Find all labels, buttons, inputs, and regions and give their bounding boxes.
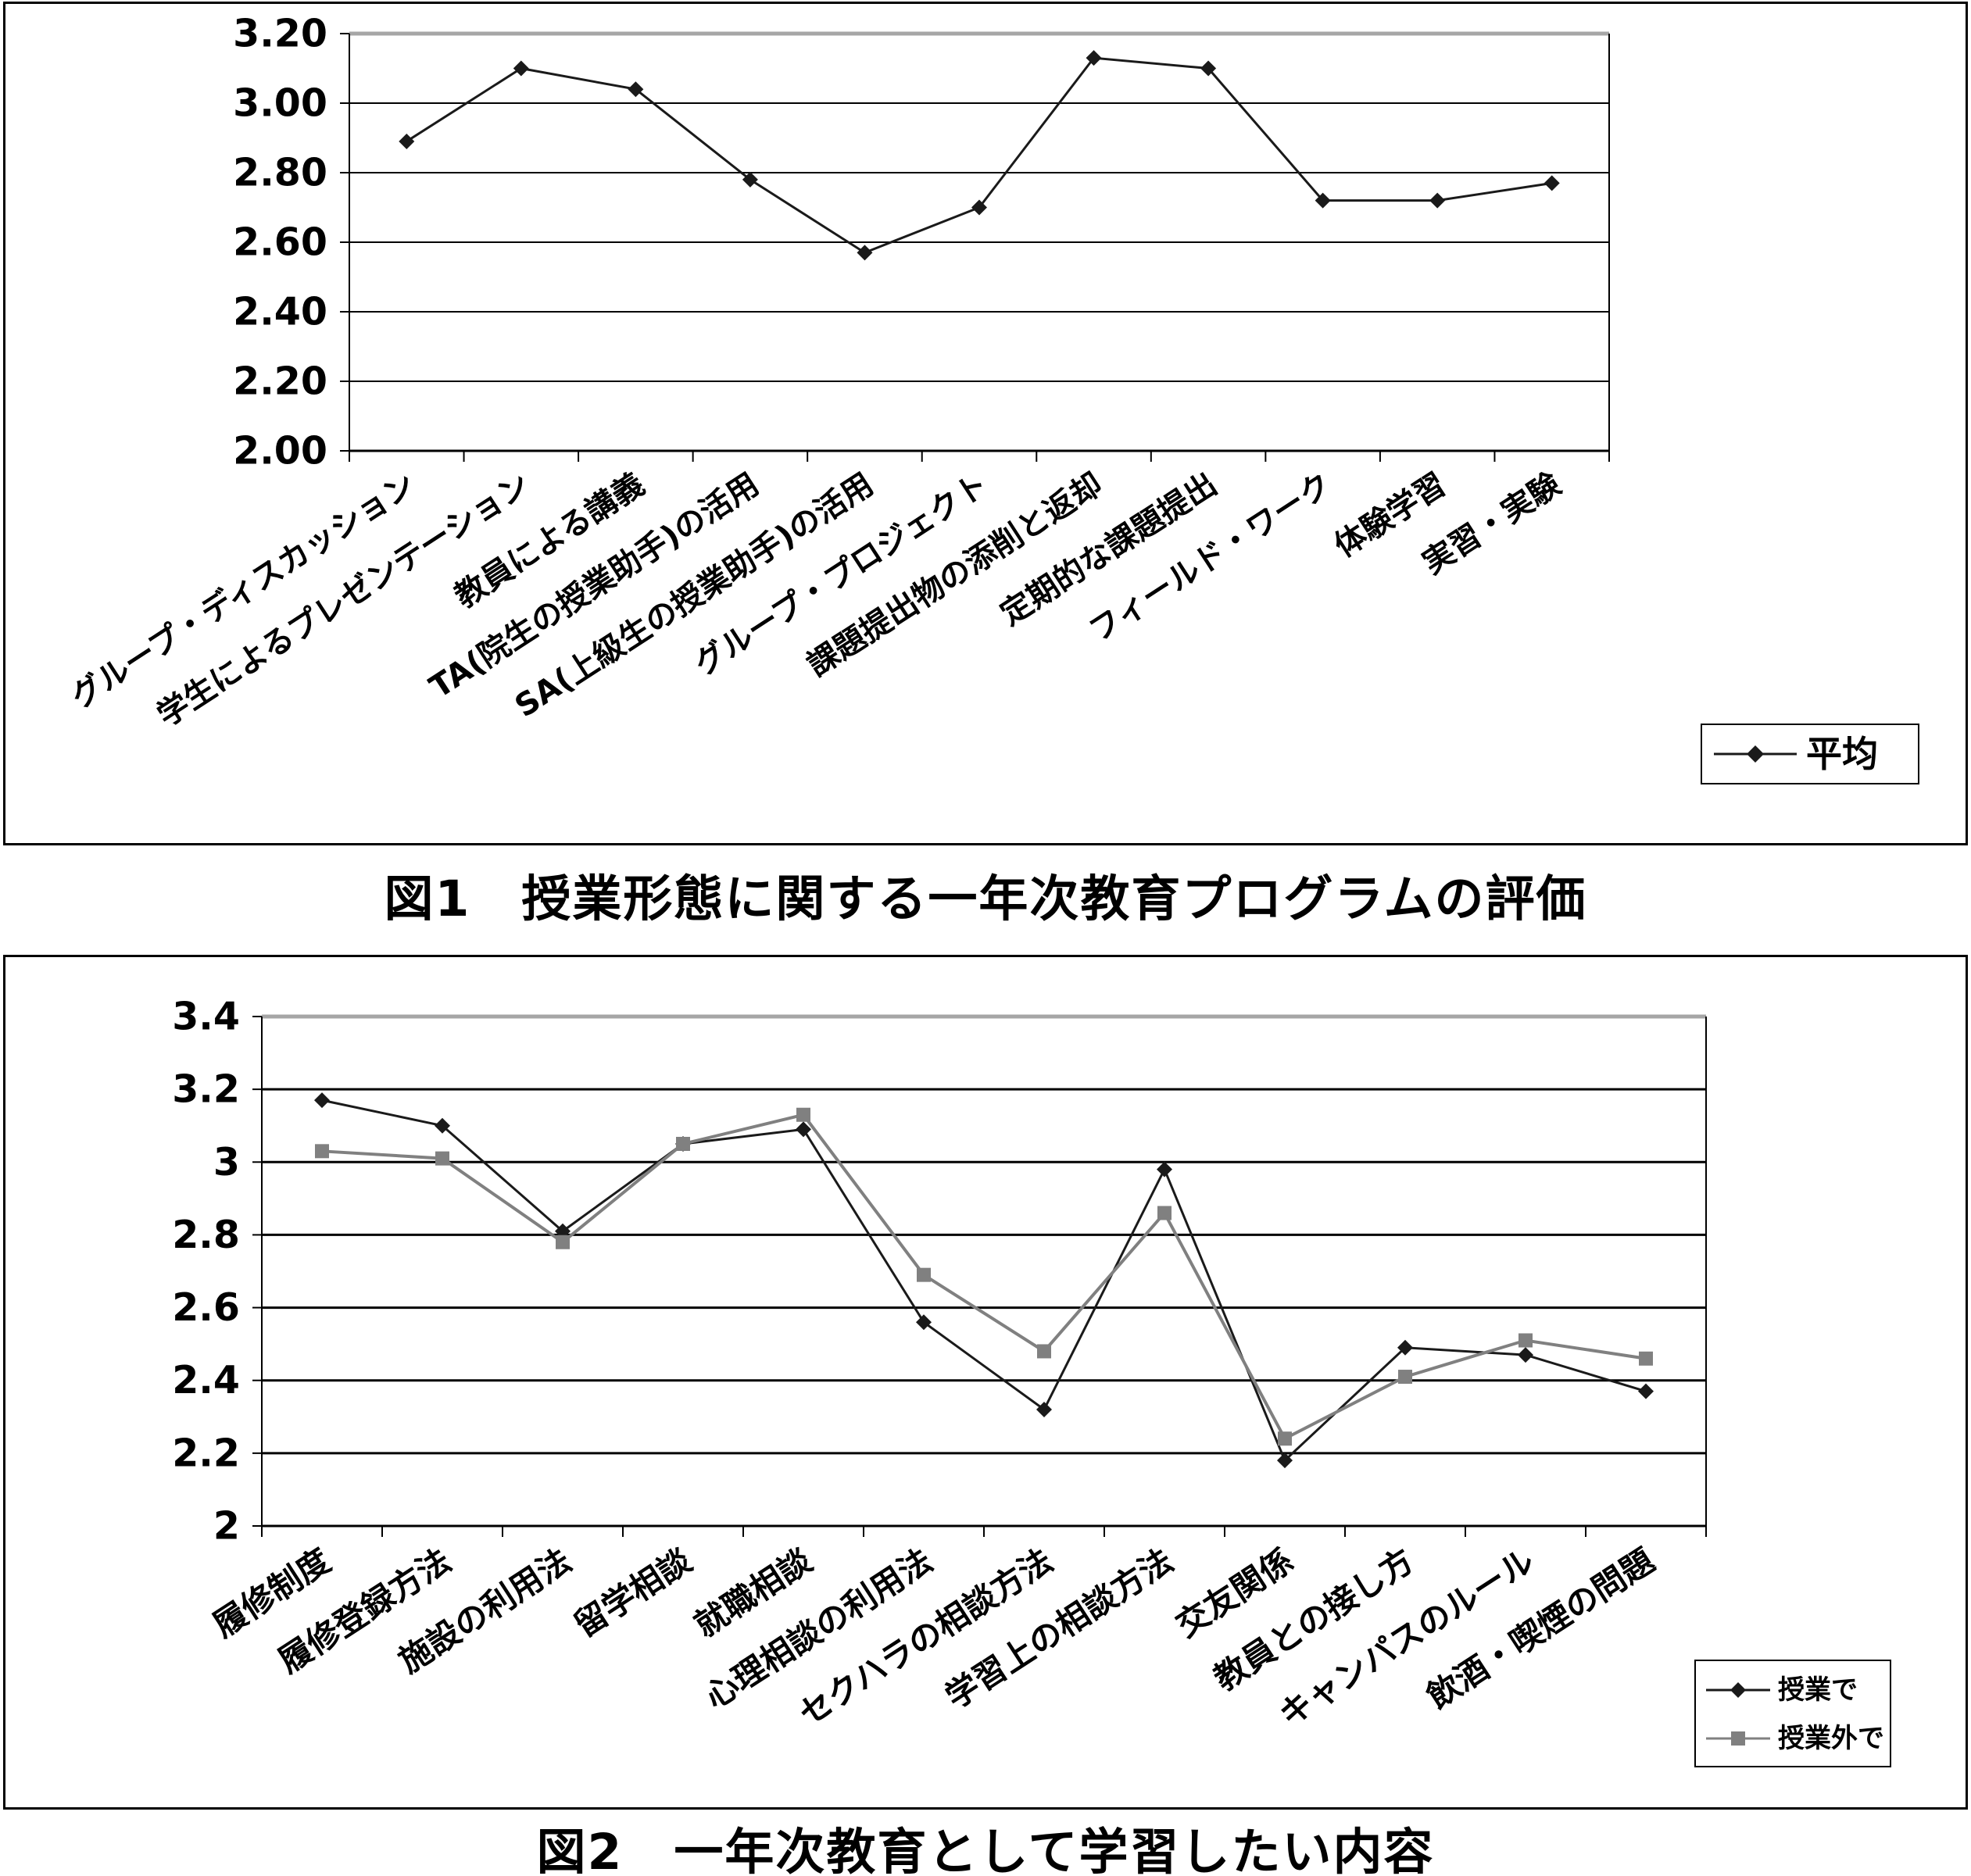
data-point-marker [555,1223,571,1239]
y-tick-label: 2.4 [172,1358,240,1403]
y-tick-label: 3.00 [233,81,327,126]
data-point-marker [1429,192,1446,209]
figure2-caption: 図2 一年次教育として学習したい内容 [536,1824,1435,1876]
data-point-marker [1037,1344,1051,1359]
data-point-marker [435,1117,450,1134]
data-point-marker [513,60,529,77]
data-point-marker [1544,175,1560,191]
data-point-marker [628,81,644,98]
data-point-marker [971,199,987,216]
data-point-marker [796,1107,810,1122]
data-point-marker [1398,1370,1412,1385]
data-point-marker [742,171,758,188]
data-point-marker [1036,1401,1052,1417]
data-point-marker [916,1314,932,1331]
data-point-marker [1639,1351,1653,1366]
data-point-marker [676,1137,690,1151]
data-point-marker [796,1121,811,1138]
data-point-marker [435,1151,449,1166]
data-point-marker [1315,192,1331,209]
data-point-marker [1277,1453,1293,1469]
y-tick-label: 3.2 [172,1067,240,1112]
data-point-marker [1200,60,1217,77]
y-tick-label: 2.20 [233,359,327,404]
category-label: 学習上の相談方法 [939,1541,1179,1716]
data-point-marker [556,1235,570,1249]
legend-label: 授業で [1778,1674,1858,1706]
data-point-marker [1157,1161,1172,1177]
data-point-marker [1157,1206,1172,1220]
data-point-marker [1518,1333,1533,1348]
y-tick-label: 3.20 [233,12,327,56]
figure2-box: 3.4 3.2 3 2.8 2.6 2.4 2.2 2 履修制度 履修登録方法 施設の利用法 留学相談… [3,955,1968,1810]
legend-label: 授業外で [1778,1723,1884,1754]
figure1-caption: 図1 授業形態に関する一年次教育プログラムの評価 [384,870,1587,927]
y-tick-label: 2.00 [233,429,327,473]
y-tick-label: 3 [213,1140,240,1185]
y-tick-label: 2.80 [233,151,327,195]
data-point-marker [1086,50,1102,66]
y-tick-label: 3.4 [172,995,240,1039]
legend-box [1694,1660,1891,1767]
data-point-marker [314,1092,330,1109]
y-tick-label: 2.6 [172,1285,240,1330]
legend-marker [1730,1682,1746,1698]
legend-marker [1747,745,1764,763]
series-line-1 [321,1113,1647,1441]
data-point-marker [1638,1383,1654,1399]
data-point-marker [1397,1339,1413,1356]
legend-label: 平均 [1806,733,1878,775]
legend-marker [1731,1731,1745,1746]
y-tick-label: 2.8 [172,1213,240,1257]
data-point-marker [399,133,415,149]
figure1-box: 3.20 3.00 2.80 2.60 2.40 2.20 2.00 グループ・ディスカッショ… [3,2,1968,845]
y-tick-label: 2 [213,1504,240,1549]
figure1-line-chart: 3.203.002.802.602.402.202.00グループ・ディスカッショ… [65,12,1919,784]
y-tick-label: 2.40 [233,290,327,334]
data-point-marker [917,1267,931,1282]
data-point-marker [1518,1347,1533,1363]
data-point-marker [315,1144,329,1159]
category-label: 留学相談 [567,1541,699,1645]
figure2-line-chart: 3.43.232.82.62.42.22履修制度履修登録方法施設の利用法留学相談… [172,995,1891,1767]
y-tick-label: 2.60 [233,220,327,265]
y-tick-label: 2.2 [172,1431,240,1475]
series-line-0 [406,56,1552,255]
data-point-marker [1278,1431,1292,1446]
series-line-0 [321,1099,1647,1463]
category-label: 飲酒・喫煙の問題 [1420,1541,1661,1716]
data-point-marker [857,245,873,261]
